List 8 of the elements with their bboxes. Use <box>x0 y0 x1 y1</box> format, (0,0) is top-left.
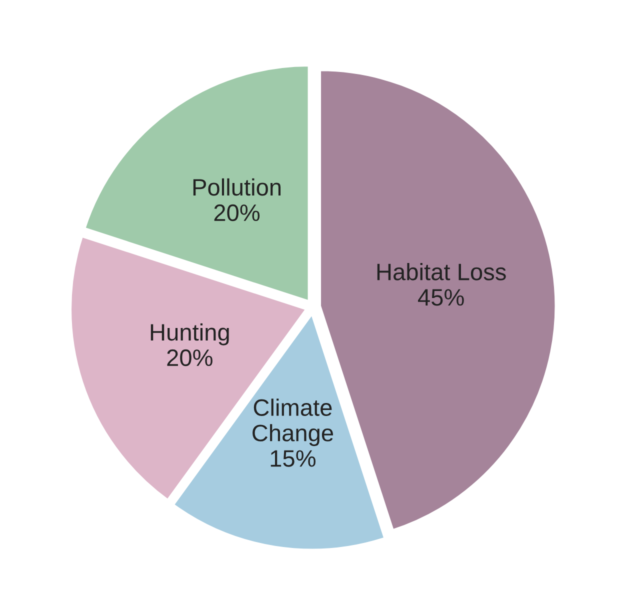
slice-label: Hunting <box>150 323 229 346</box>
data-label: 20% <box>167 349 212 366</box>
data-label: 45% <box>418 289 464 306</box>
data-label: 15% <box>270 450 316 467</box>
slice-label: Habitat Loss <box>377 262 506 280</box>
slice-label: Climate Change <box>252 398 334 446</box>
data-label: 20% <box>214 204 260 222</box>
slice-label: Pollution <box>193 178 281 196</box>
